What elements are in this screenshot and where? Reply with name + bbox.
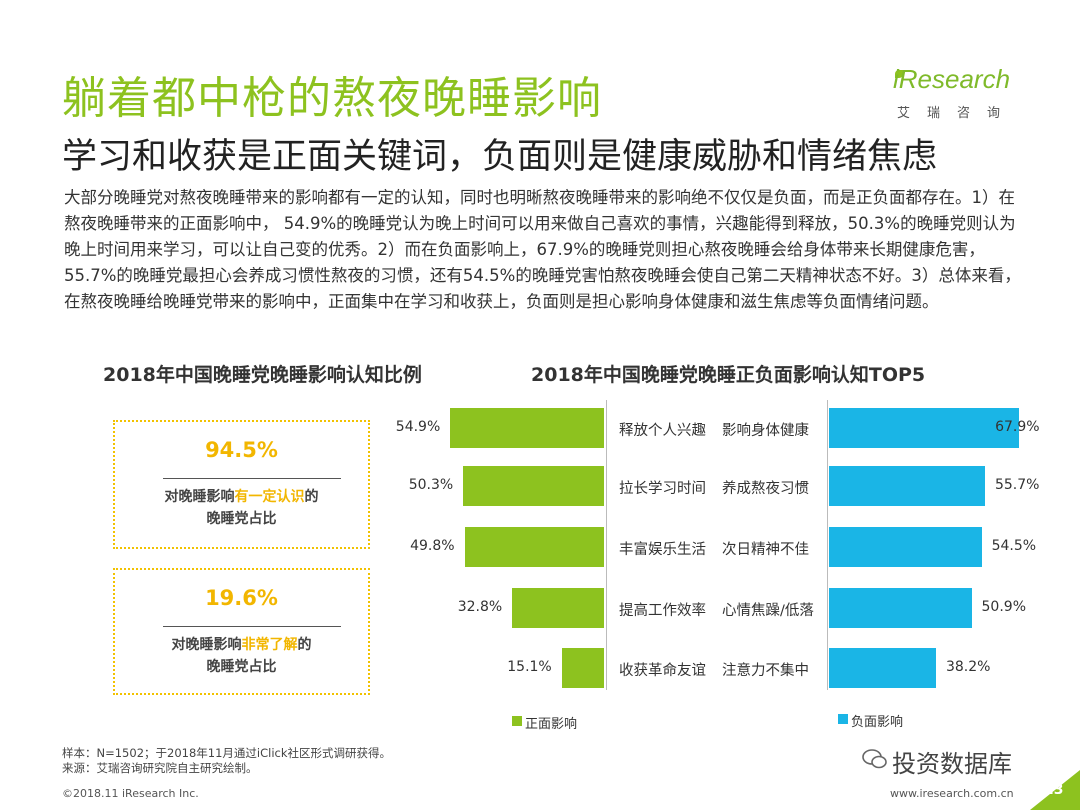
bar-positive [463, 466, 604, 506]
divider [163, 626, 341, 627]
page-title: 躺着都中枪的熬夜晚睡影响 [62, 73, 602, 124]
category-positive: 拉长学习时间 [619, 481, 706, 497]
stat-description: 对晚睡影响非常了解的 晚睡党占比 [171, 637, 312, 675]
stat-description: 对晚睡影响有一定认识的 晚睡党占比 [164, 489, 319, 527]
logo-cn: 艾瑞咨询 [897, 106, 1018, 121]
category-positive: 收获革命友谊 [619, 663, 706, 679]
legend-label-positive: 正面影响 [525, 717, 578, 732]
bar-label-negative: 54.5% [991, 538, 1037, 554]
footer-copyright: ©2018.11 iResearch Inc. [62, 787, 199, 800]
category-negative: 影响身体健康 [722, 423, 809, 439]
page-subtitle: 学习和收获是正面关键词，负面则是健康威胁和情绪焦虑 [62, 137, 938, 177]
bar-label-negative: 55.7% [994, 477, 1040, 493]
bar-negative [829, 408, 1020, 448]
category-negative: 次日精神不佳 [722, 542, 809, 558]
stat-percent: 19.6% [205, 586, 278, 610]
bar-label-positive: 32.8% [457, 599, 503, 615]
bar-negative [829, 588, 972, 628]
category-positive: 丰富娱乐生活 [619, 542, 706, 558]
bar-positive [450, 408, 604, 448]
bar-label-negative: 50.9% [981, 599, 1026, 615]
iresearch-logo: iResearch 艾瑞咨询 [893, 62, 1033, 122]
chart-center-divider [606, 400, 607, 690]
wechat-icon [862, 749, 887, 769]
source-origin: 来源：艾瑞咨询研究院自主研究绘制。 [62, 761, 258, 775]
body-paragraph: 大部分晚睡党对熬夜晚睡带来的影响都有一定的认知，同时也明晰熬夜晚睡带来的影响绝不… [64, 188, 1021, 311]
legend-swatch-negative [838, 714, 848, 724]
category-negative: 心情焦躁/低落 [722, 603, 814, 619]
bar-label-positive: 50.3% [408, 477, 454, 493]
page-corner [1030, 770, 1080, 810]
source-sample: 样本：N=1502；于2018年11月通过iClick社区形式调研获得。 [62, 746, 391, 760]
chart-title: 2018年中国晚睡党晚睡正负面影响认知TOP5 [531, 364, 926, 386]
footer-url: www.iresearch.com.cn [890, 787, 1014, 800]
stat-box-aware: 94.5% 对晚睡影响有一定认识的 晚睡党占比 [113, 420, 370, 549]
bar-negative [829, 527, 982, 567]
bar-label-positive: 15.1% [507, 659, 552, 675]
leaf-icon [895, 70, 903, 78]
left-panel-title: 2018年中国晚睡党晚睡影响认知比例 [103, 364, 422, 386]
bar-positive [561, 648, 604, 688]
legend-label-negative: 负面影响 [851, 715, 904, 730]
bar-positive [464, 527, 604, 567]
logo-brand: iResearch [893, 64, 1011, 94]
watermark: 投资数据库 [892, 750, 1012, 778]
bar-label-positive: 54.9% [395, 419, 441, 435]
stat-percent: 94.5% [205, 438, 278, 462]
page-number: 23 [1044, 782, 1064, 798]
category-negative: 注意力不集中 [722, 663, 809, 679]
bar-positive [512, 588, 604, 628]
category-positive: 释放个人兴趣 [619, 423, 706, 439]
bar-negative [829, 466, 985, 506]
bar-negative [829, 648, 936, 688]
category-negative: 养成熬夜习惯 [722, 481, 809, 497]
bar-label-negative: 67.9% [995, 419, 1040, 435]
category-positive: 提高工作效率 [619, 603, 706, 619]
divider [163, 478, 341, 479]
chart-center-divider [827, 400, 828, 690]
stat-box-well-informed: 19.6% 对晚睡影响非常了解的 晚睡党占比 [113, 568, 370, 695]
bar-label-negative: 38.2% [945, 659, 991, 675]
legend-swatch-positive [512, 716, 522, 726]
bar-label-positive: 49.8% [410, 538, 455, 554]
